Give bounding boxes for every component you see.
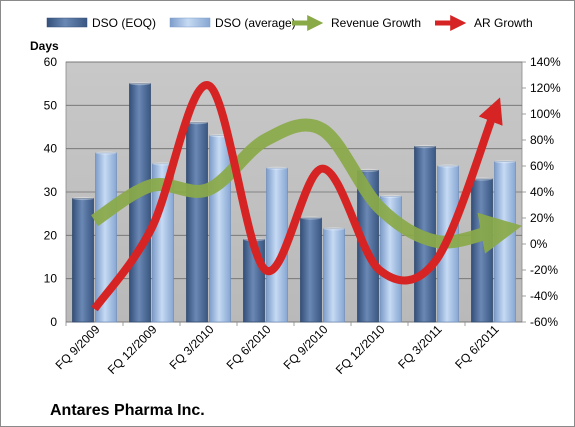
y-right-tick-label: 80% [530, 133, 554, 147]
bar-dso-average-top [437, 164, 459, 168]
y-right-tick-label: 60% [530, 159, 554, 173]
y-right-tick-label: 120% [530, 81, 561, 95]
y-right-tick-label: 0% [530, 237, 548, 251]
legend-label-dso-eoq: DSO (EOQ) [92, 16, 156, 30]
series-lines [90, 81, 523, 312]
y-left-tick-label: 50 [44, 98, 58, 112]
bar-dso-average [95, 152, 117, 323]
legend-swatch-dso-average [169, 17, 211, 28]
bar-dso-eoq-top [186, 121, 208, 125]
bar-dso-average [494, 161, 516, 323]
y-left-tick-label: 0 [50, 315, 57, 329]
bar-dso-average-top [380, 194, 402, 198]
y-left-tick-label: 30 [44, 185, 58, 199]
bar-dso-eoq [186, 122, 208, 323]
bar-dso-eoq [300, 217, 322, 323]
y-axis-right: -60% -40% -20% 0% 20% 40% 60% 80% 100% 120% 140% [522, 55, 561, 329]
y-right-tick-label: -40% [530, 289, 558, 303]
bar-dso-eoq [129, 83, 151, 323]
bar-dso-eoq-top [300, 216, 322, 220]
y-left-tick-label: 60 [44, 55, 58, 69]
legend: DSO (EOQ) DSO (average) Revenue Growth A… [46, 14, 533, 32]
bar-dso-average-top [494, 160, 516, 164]
y-right-tick-label: 140% [530, 55, 561, 69]
company-name: Antares Pharma Inc. [50, 402, 205, 419]
y-right-tick-label: -60% [530, 315, 558, 329]
y-left-tick-label: 20 [44, 228, 58, 242]
legend-swatch-dso-eoq [46, 17, 88, 28]
bar-dso-eoq [471, 178, 493, 323]
bar-dso-eoq-top [357, 168, 379, 172]
bar-dso-eoq-top [414, 144, 436, 149]
bar-dso-average-top [323, 227, 345, 231]
legend-label-revenue-growth: Revenue Growth [331, 16, 421, 30]
legend-label-ar-growth: AR Growth [474, 16, 533, 30]
bar-dso-average [323, 228, 345, 323]
bar-dso-average-top [266, 166, 288, 170]
y-right-tick-label: 20% [530, 211, 554, 225]
y-right-tick-label: 40% [530, 185, 554, 199]
bar-dso-eoq [72, 198, 94, 323]
y-axis-title: Days [30, 39, 59, 53]
y-right-tick-label: 100% [530, 107, 561, 121]
y-left-tick-label: 10 [44, 272, 58, 286]
bar-dso-average [209, 135, 231, 323]
line-revenue-growth [90, 118, 523, 254]
line-ar-growth [91, 81, 503, 312]
y-axis-left: 0 10 20 30 40 50 60 [44, 55, 58, 329]
bar-dso-eoq-top [72, 196, 94, 201]
bar-dso-average-top [152, 162, 174, 166]
y-left-tick-label: 40 [44, 142, 58, 156]
y-right-tick-label: -20% [530, 263, 558, 277]
bar-dso-eoq-top [129, 82, 151, 86]
legend-label-dso-average: DSO (average) [215, 16, 296, 30]
bar-dso-average-top [95, 151, 117, 155]
bar-dso-eoq-top [471, 177, 493, 181]
